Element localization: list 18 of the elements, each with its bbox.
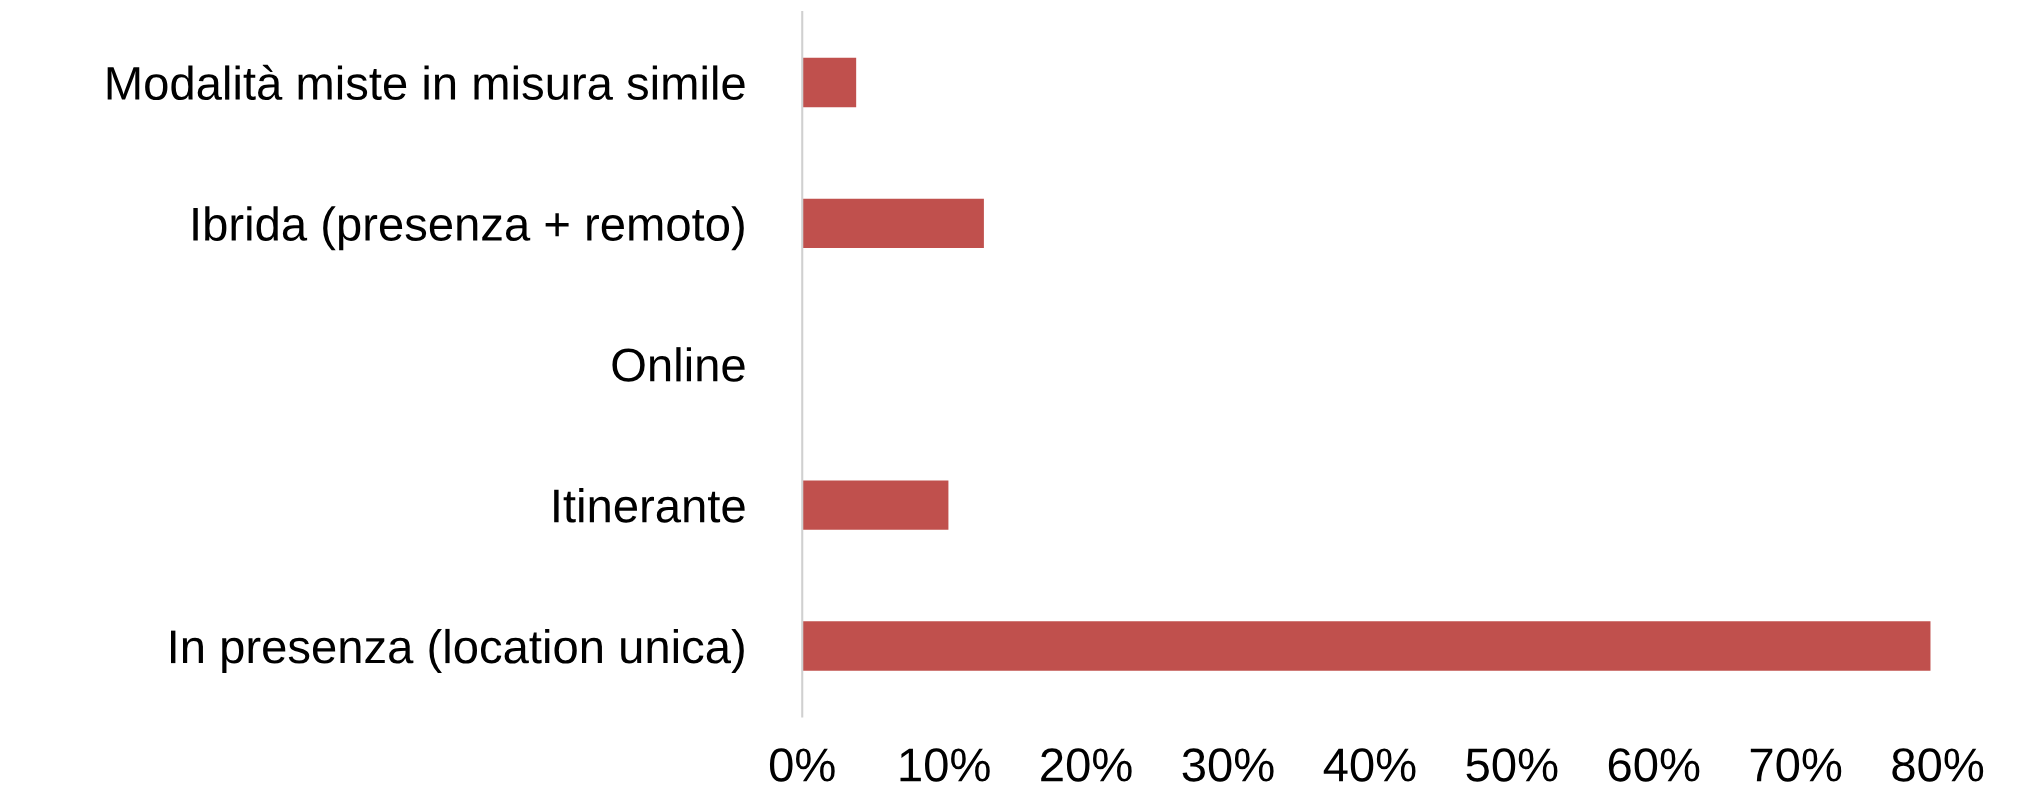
x-tick-label: 40% [1323,748,1416,782]
bar [802,57,857,108]
x-tick-label: 10% [900,748,990,782]
y-tick-label: Itinerante [554,488,745,523]
x-tick-label: 30% [1182,748,1274,782]
x-tick-label: 80% [1892,748,1984,782]
y-tick-label: In presenza (location unica) [170,628,744,673]
x-tick-label: 60% [1608,748,1700,782]
y-tick-label: Ibrida (presenza + remoto) [193,206,744,251]
x-tick-label: 50% [1466,748,1558,782]
x-tick-label: 0% [769,748,835,782]
bar [802,621,1931,671]
y-tick-label: Online [612,347,745,382]
x-tick-label: 20% [1041,748,1132,782]
bar [802,480,949,530]
bar [802,198,984,249]
x-tick-label: 70% [1750,748,1842,782]
y-tick-label: Modalità miste in misura simile [107,64,745,101]
